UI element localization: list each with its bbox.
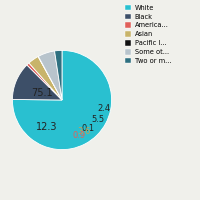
Wedge shape [55,50,62,100]
Text: 2.4: 2.4 [98,104,111,113]
Text: 0.1: 0.1 [82,124,95,133]
Wedge shape [27,63,62,100]
Text: 12.3: 12.3 [36,122,58,132]
Wedge shape [12,65,62,100]
Wedge shape [12,50,112,150]
Wedge shape [38,51,62,100]
Legend: White, Black, America..., Asian, Pacific I..., Some ot..., Two or m...: White, Black, America..., Asian, Pacific… [123,3,172,65]
Text: 3.6: 3.6 [77,127,90,136]
Text: 5.5: 5.5 [92,115,105,124]
Wedge shape [38,56,62,100]
Wedge shape [29,57,62,100]
Text: 75.1: 75.1 [31,88,53,98]
Text: 0.9: 0.9 [73,131,86,140]
